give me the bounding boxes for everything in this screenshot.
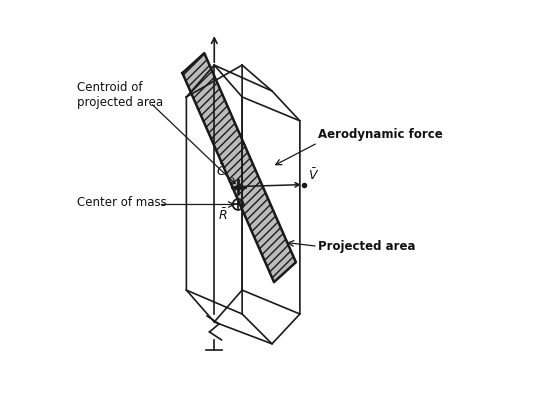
- Text: Center of mass: Center of mass: [77, 196, 166, 209]
- Text: $\bar{R}$: $\bar{R}$: [218, 208, 227, 223]
- Text: Projected area: Projected area: [318, 240, 415, 253]
- Polygon shape: [182, 53, 296, 282]
- Text: $\bar{C}$: $\bar{C}$: [217, 163, 227, 178]
- Text: $\bar{V}$: $\bar{V}$: [308, 167, 319, 182]
- Text: Aerodynamic force: Aerodynamic force: [318, 128, 443, 141]
- Text: Centroid of
projected area: Centroid of projected area: [77, 81, 163, 109]
